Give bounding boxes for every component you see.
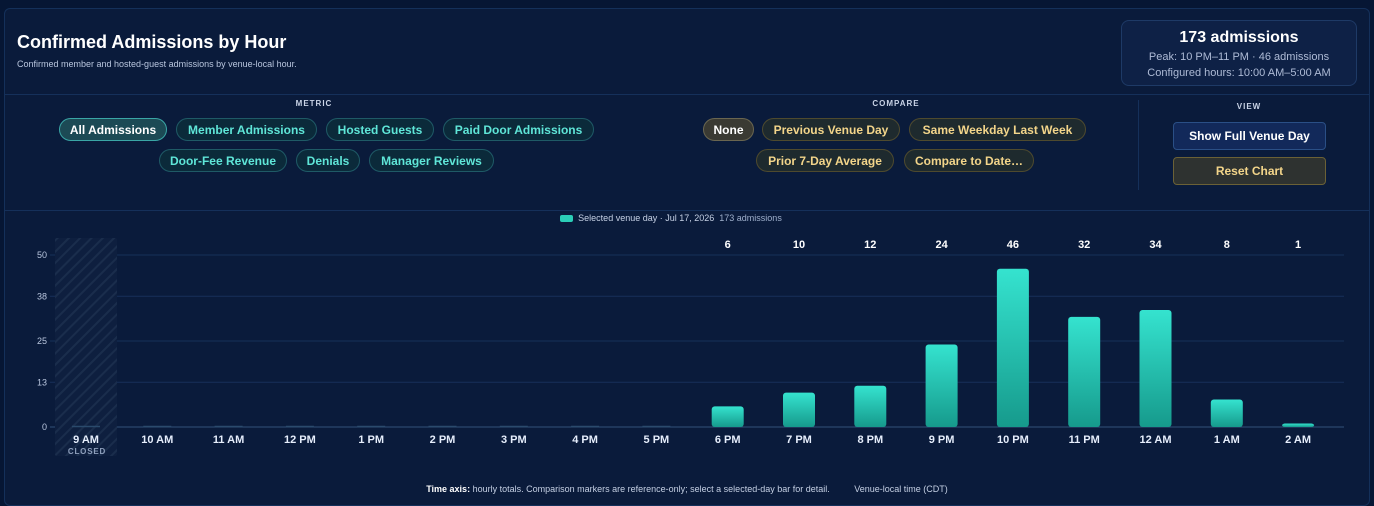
compare-prior-7-day-average[interactable]: Prior 7-Day Average [756, 149, 894, 172]
metric-paid-door-admissions[interactable]: Paid Door Admissions [443, 118, 594, 141]
summary-card: 173 admissions Peak: 10 PM–11 PM · 46 ad… [1121, 20, 1357, 86]
metric-group-label: METRIC [295, 99, 333, 108]
compare-to-date[interactable]: Compare to Date… [904, 149, 1034, 172]
show-full-venue-day-button[interactable]: Show Full Venue Day [1173, 122, 1326, 150]
reset-chart-button[interactable]: Reset Chart [1173, 157, 1326, 185]
compare-previous-venue-day[interactable]: Previous Venue Day [762, 118, 900, 141]
metric-door-fee-revenue[interactable]: Door-Fee Revenue [159, 149, 287, 172]
footer-note: hourly totals. Comparison markers are re… [472, 484, 830, 494]
chart-footer: Time axis: hourly totals. Comparison mar… [0, 484, 1374, 494]
total-admissions: 173 admissions [1179, 29, 1299, 46]
compare-group-label: COMPARE [872, 99, 920, 108]
compare-none[interactable]: None [703, 118, 754, 141]
legend-series-label: Selected venue day · Jul 17, 2026 [578, 213, 715, 223]
metric-manager-reviews[interactable]: Manager Reviews [369, 149, 494, 172]
legend-count: 173 admissions [719, 213, 782, 223]
metric-denials[interactable]: Denials [296, 149, 360, 172]
footer-axis-label: Time axis: [426, 484, 471, 494]
divider [1138, 100, 1139, 190]
chart-legend: Selected venue day · Jul 17, 2026 173 adm… [0, 213, 1342, 223]
footer-timezone: Venue-local time (CDT) [854, 484, 948, 494]
compare-same-weekday-last-week[interactable]: Same Weekday Last Week [909, 118, 1086, 141]
divider [4, 210, 1370, 211]
peak-hour: Peak: 10 PM–11 PM · 46 admissions [1148, 51, 1330, 63]
metric-all-admissions[interactable]: All Admissions [59, 118, 167, 141]
metric-member-admissions[interactable]: Member Admissions [176, 118, 317, 141]
view-group-label: VIEW [1236, 102, 1262, 111]
legend-swatch [560, 215, 574, 223]
page-title: Confirmed Admissions by Hour [17, 32, 287, 52]
divider [4, 94, 1370, 95]
metric-hosted-guests[interactable]: Hosted Guests [326, 118, 434, 141]
configured-hours: Configured hours: 10:00 AM–5:00 AM [1147, 67, 1331, 79]
page-subtitle: Confirmed member and hosted-guest admiss… [17, 59, 297, 69]
